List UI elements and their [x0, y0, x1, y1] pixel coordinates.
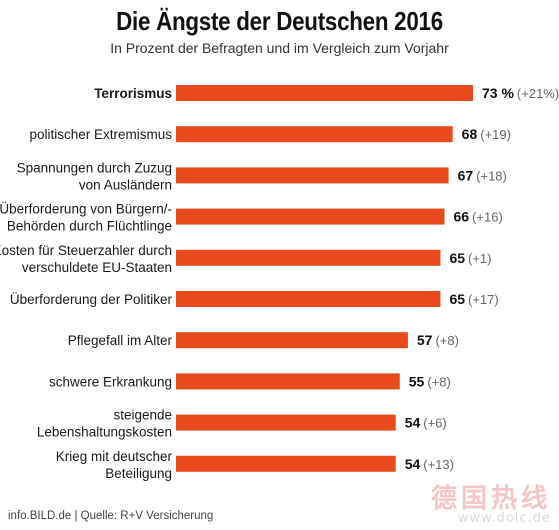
- category-label-line: Beteiligung: [105, 466, 172, 481]
- category-label-line: Pflegefall im Alter: [68, 333, 173, 348]
- category-label: schwere Erkrankung: [49, 374, 172, 389]
- value-label: 65 (+1): [449, 250, 491, 266]
- value-number: 55: [409, 373, 425, 389]
- category-label-line: Behörden durch Flüchtlinge: [7, 219, 172, 234]
- change-label: (+21%): [517, 86, 559, 101]
- bar: [176, 414, 396, 431]
- bar: [176, 208, 445, 225]
- category-label-line: Kosten für Steuerzahler durch: [0, 243, 172, 258]
- bar: [176, 85, 473, 101]
- change-label: (+17): [468, 292, 499, 307]
- value-label: 65 (+17): [449, 291, 498, 307]
- category-label-line: schwere Erkrankung: [49, 374, 172, 389]
- value-number: 65: [449, 250, 465, 266]
- category-label-line: steigende: [113, 408, 172, 423]
- category-label-line: verschuldete EU-Staaten: [22, 260, 172, 275]
- value-label: 73 % (+21%): [482, 85, 559, 101]
- bar: [176, 167, 449, 184]
- change-label: (+8): [435, 333, 458, 348]
- category-label: Spannungen durch Zuzug von Ausländern: [17, 160, 172, 192]
- value-number: 57: [417, 332, 433, 348]
- change-label: (+18): [476, 168, 507, 183]
- category-label: politischer Extremismus: [29, 127, 172, 142]
- category-label-line: Spannungen durch Zuzug: [17, 160, 172, 175]
- value-label: 54 (+6): [405, 415, 447, 431]
- bar: [176, 455, 396, 472]
- value-number: 67: [458, 167, 474, 183]
- bar: [176, 249, 441, 266]
- change-label: (+13): [423, 457, 454, 472]
- bar: [176, 126, 453, 143]
- category-label-line: Krieg mit deutscher: [56, 449, 173, 464]
- category-label-line: Überforderung der Politiker: [10, 292, 173, 307]
- category-label-line: Terrorismus: [94, 86, 172, 101]
- value-number: 66: [454, 209, 470, 225]
- category-label-line: politischer Extremismus: [29, 127, 172, 142]
- value-label: 68 (+19): [462, 126, 511, 142]
- value-number: 54: [405, 415, 421, 431]
- category-label: Krieg mit deutscher Beteiligung: [56, 449, 173, 481]
- value-label: 57 (+8): [417, 332, 459, 348]
- category-label: Kosten für Steuerzahler durch verschuldet…: [0, 243, 172, 275]
- category-label-line: Lebenshaltungskosten: [37, 425, 172, 440]
- category-label: steigende Lebenshaltungskosten: [37, 408, 172, 440]
- source-credit: info.BILD.de | Quelle: R+V Versicherung: [8, 510, 214, 522]
- change-label: (+8): [427, 374, 450, 389]
- watermark-url: www.dolc.de: [457, 511, 551, 526]
- category-label: Pflegefall im Alter: [68, 333, 173, 348]
- watermark-logo: 德国热线: [430, 484, 551, 514]
- category-label: Überforderung von Bürgern/- Behörden durc…: [0, 202, 172, 234]
- category-label-line: Überforderung von Bürgern/-: [0, 202, 172, 217]
- bar: [176, 291, 441, 307]
- change-label: (+19): [480, 127, 511, 142]
- value-label: 54 (+13): [405, 456, 454, 472]
- value-label: 55 (+8): [409, 373, 451, 389]
- value-label: 67 (+18): [458, 167, 507, 183]
- value-number: 68: [462, 126, 478, 142]
- category-label: Terrorismus: [94, 86, 172, 101]
- change-label: (+1): [468, 251, 491, 266]
- value-number: 73 %: [482, 85, 514, 101]
- category-label-line: von Ausländern: [79, 177, 172, 192]
- change-label: (+16): [472, 210, 503, 225]
- value-label: 66 (+16): [454, 209, 503, 225]
- value-number: 54: [405, 456, 421, 472]
- chart-subtitle: In Prozent der Befragten und im Vergleic…: [110, 40, 449, 56]
- bar: [176, 332, 408, 349]
- category-label: Überforderung der Politiker: [10, 292, 173, 307]
- watermark: 德国热线 www.dolc.de: [431, 478, 551, 526]
- bar: [176, 373, 400, 390]
- change-label: (+6): [423, 416, 446, 431]
- value-number: 65: [449, 291, 465, 307]
- chart-title: Die Ängste der Deutschen 2016: [116, 6, 443, 36]
